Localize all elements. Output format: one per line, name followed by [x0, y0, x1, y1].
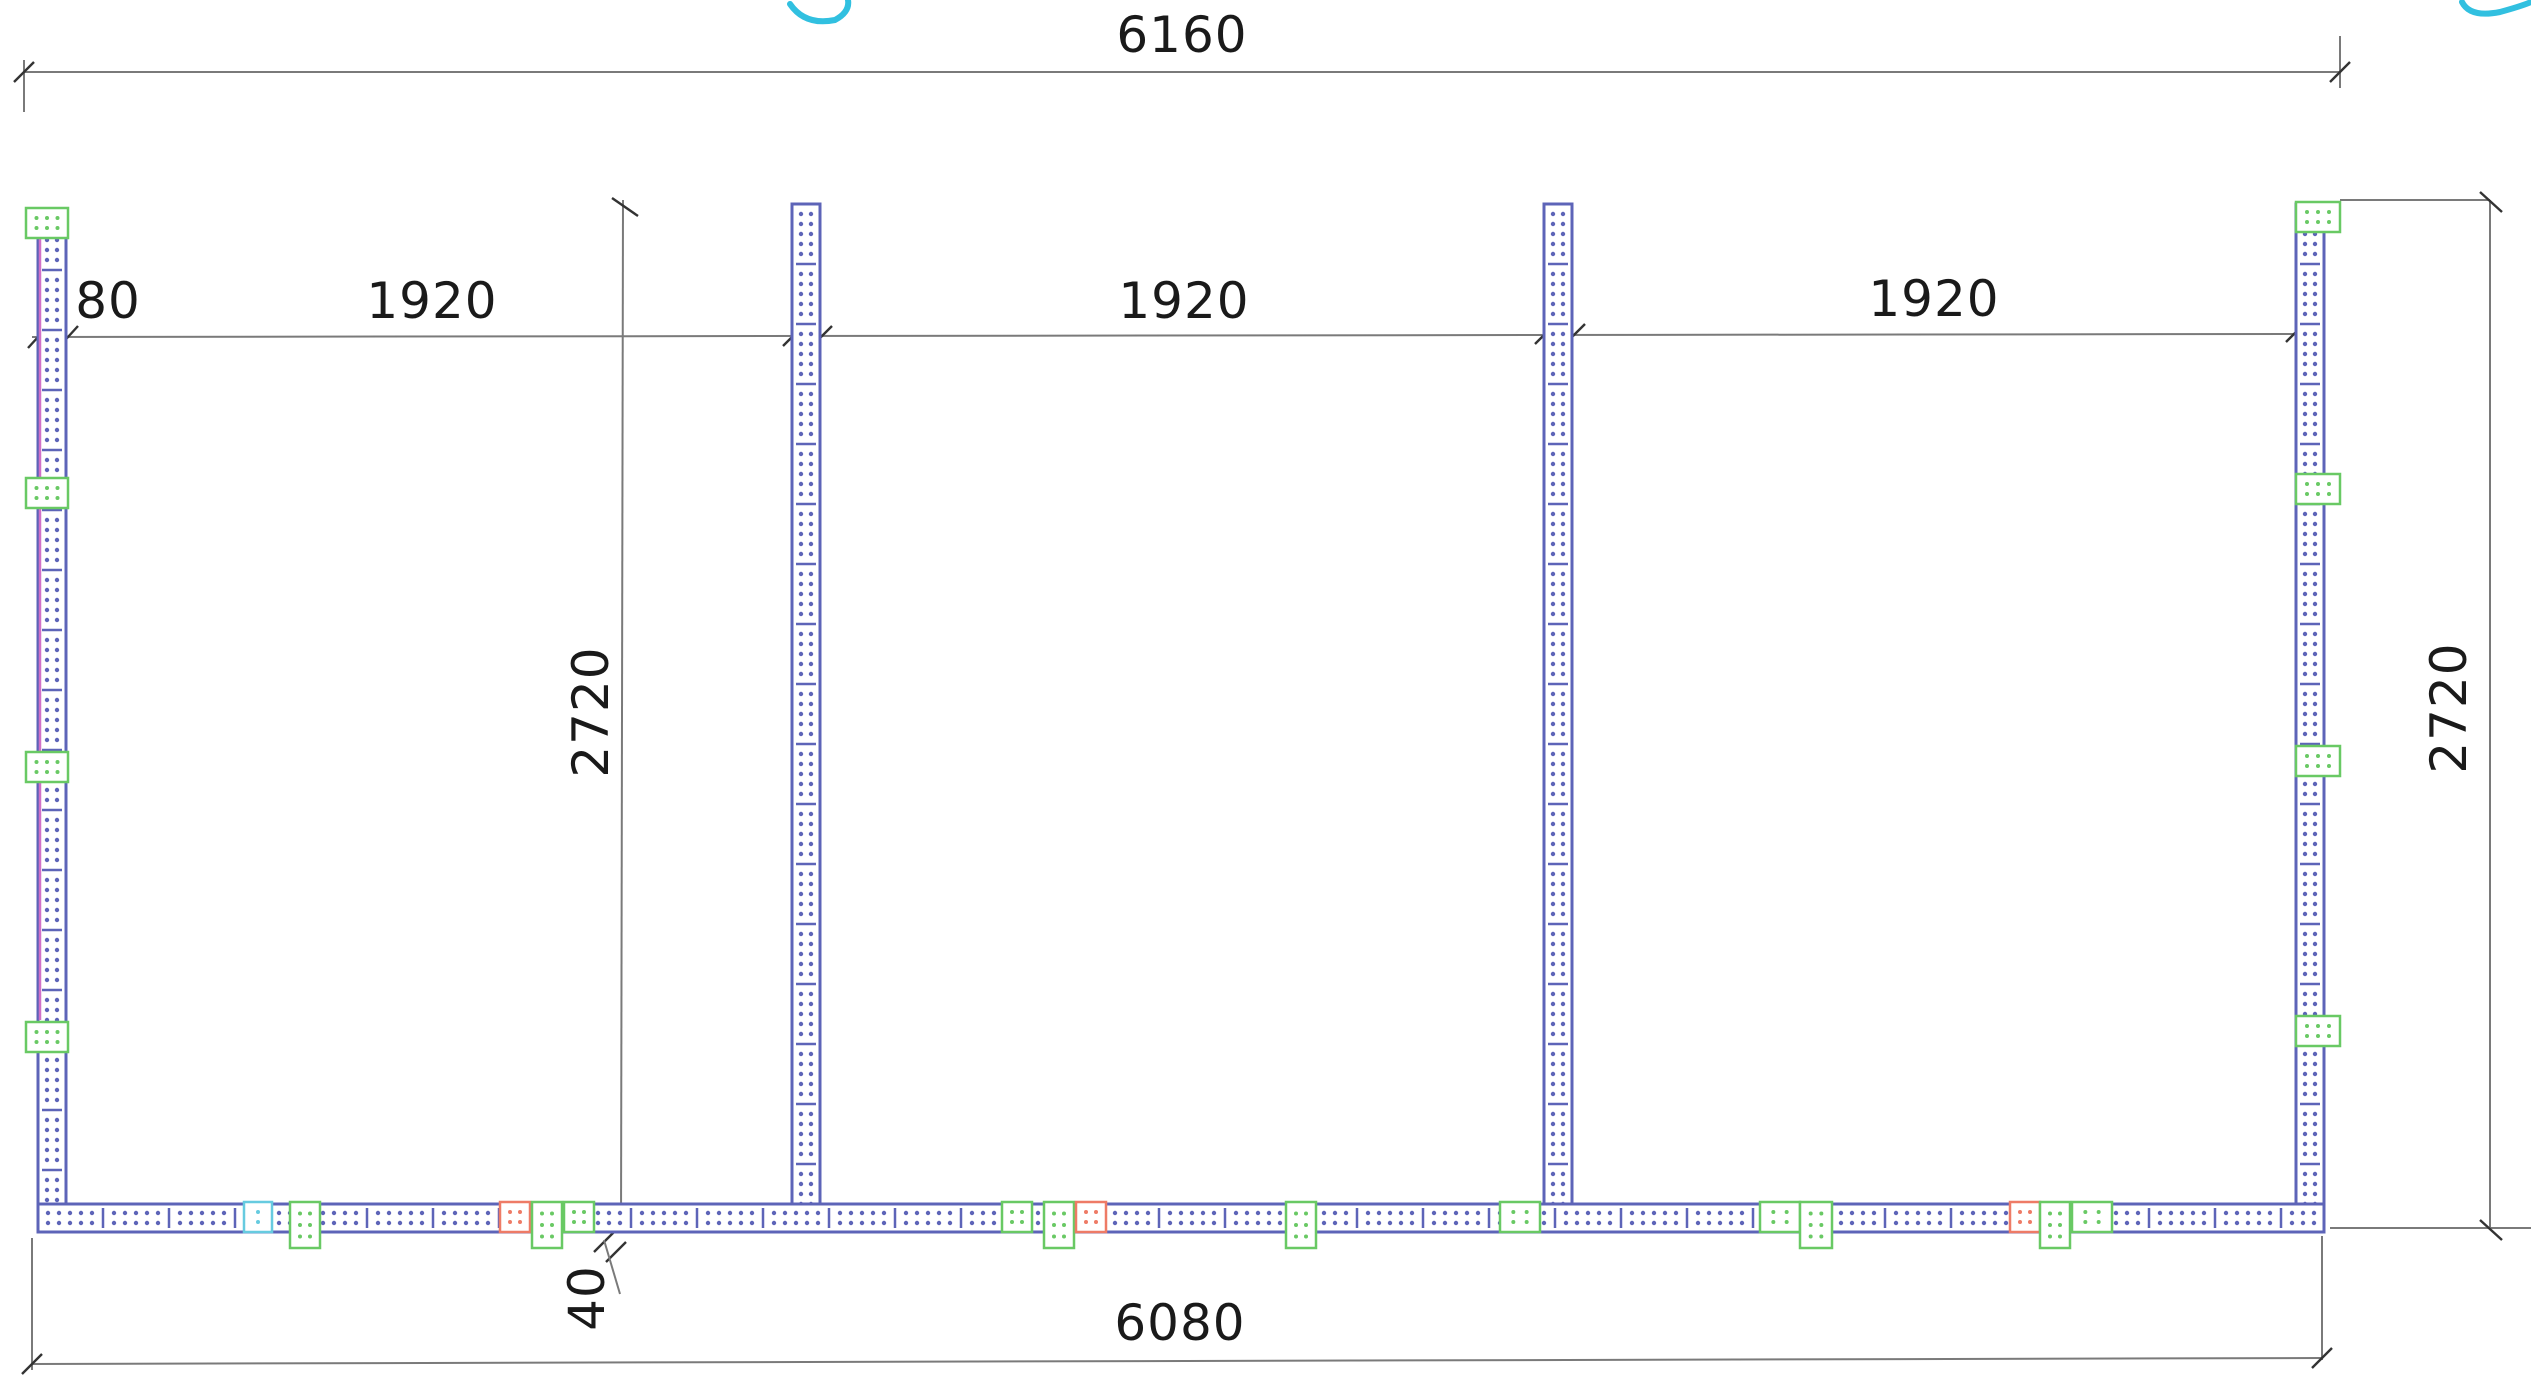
dimension-label-bay-3: 1920 [1868, 270, 1999, 328]
connector-base-12 [1798, 1200, 1834, 1250]
annotation-scribble-left [787, 0, 852, 25]
post-right [2294, 202, 2326, 1234]
connector-left-post-2 [24, 476, 70, 510]
connector-base-4 [530, 1200, 564, 1250]
dimension-overall-bottom: 6080 [21, 1236, 2333, 1375]
connector-base-9 [1284, 1200, 1318, 1250]
connector-left-post-3 [24, 750, 70, 784]
connector-base-11 [1758, 1200, 1802, 1234]
dimension-label-base-gap: 40 [558, 1265, 616, 1331]
connector-right-post-1 [2294, 200, 2342, 234]
dimension-bays: 80 1920 1920 1920 [27, 270, 2307, 349]
dimension-height-right: 2720 [2330, 191, 2531, 1241]
dimension-overall-top: 6160 [13, 6, 2351, 112]
connector-base-7 [1042, 1200, 1076, 1250]
frame-members [36, 202, 2326, 1234]
connector-right-post-4 [2294, 1014, 2342, 1048]
frame-connectors [24, 200, 2342, 1250]
connector-base-6 [1000, 1200, 1034, 1234]
connector-base-3 [498, 1200, 532, 1234]
dimension-label-bay-2: 1920 [1118, 272, 1249, 330]
dimension-label-height-right: 2720 [2420, 642, 2478, 773]
post-inner-1 [790, 202, 822, 1234]
post-left [36, 208, 68, 1234]
connector-right-post-3 [2294, 744, 2342, 778]
post-inner-2 [1542, 202, 1574, 1234]
connector-base-8 [1074, 1200, 1108, 1234]
connector-left-post-4 [24, 1020, 70, 1054]
dimension-label-height-inner: 2720 [562, 646, 620, 777]
connector-base-5 [562, 1200, 596, 1234]
connector-right-post-2 [2294, 472, 2342, 506]
connector-base-1 [242, 1200, 274, 1234]
dimension-label-left-offset: 80 [75, 272, 141, 330]
connector-base-10 [1498, 1200, 1542, 1234]
base-beam [36, 1202, 2326, 1234]
dimension-label-bay-1: 1920 [366, 272, 497, 330]
connector-left-post-1 [24, 206, 70, 240]
connector-base-2 [288, 1200, 322, 1250]
connector-base-14 [2038, 1200, 2072, 1250]
connector-base-15 [2070, 1200, 2114, 1234]
dimension-label-overall-top: 6160 [1116, 6, 1247, 64]
connector-base-13 [2008, 1200, 2042, 1234]
dimension-label-overall-bottom: 6080 [1114, 1294, 1245, 1352]
dimension-height-inner: 2720 40 [558, 197, 639, 1331]
annotation-scribble-right [2459, 0, 2531, 17]
